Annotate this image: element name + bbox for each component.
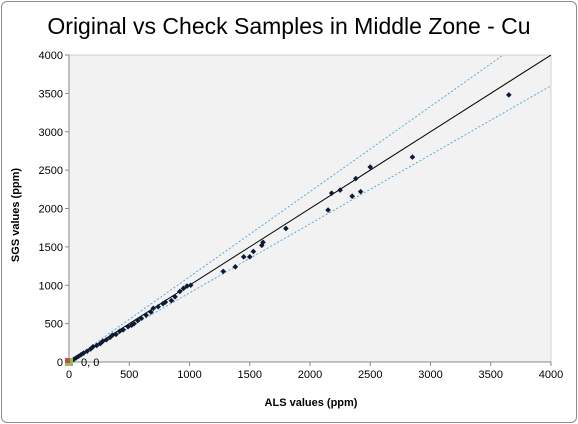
data-point (131, 320, 137, 327)
data-point (325, 207, 331, 213)
y-tick-label: 3500 (39, 88, 63, 100)
data-point (357, 188, 364, 195)
x-tick-label: 0 (66, 369, 72, 381)
data-point (138, 315, 145, 322)
data-point (160, 300, 166, 307)
data-point (352, 175, 359, 182)
data-point (162, 299, 169, 305)
y-axis-ticks: 0 500 1000 1500 2000 2500 3000 3500 4000 (39, 50, 69, 369)
data-point (168, 297, 175, 304)
reference-line-parity (69, 55, 551, 362)
data-point (506, 92, 512, 98)
x-tick-label: 4000 (539, 369, 563, 381)
x-axis-ticks: 0 500 1000 1500 2000 2500 3000 3500 4000 (66, 362, 563, 381)
y-axis-title: SGS values (ppm) (10, 168, 22, 262)
chart-title: Original vs Check Samples in Middle Zone… (47, 13, 530, 39)
y-tick-label: 3000 (39, 127, 63, 139)
reference-line-lower-bound (69, 85, 551, 362)
data-point (250, 248, 257, 255)
y-tick-label: 1000 (39, 280, 63, 292)
data-point (337, 187, 343, 193)
data-point (240, 254, 247, 260)
data-point (409, 154, 416, 160)
data-point (328, 190, 335, 196)
x-tick-label: 3000 (418, 369, 442, 381)
data-point (180, 285, 187, 292)
data-point (128, 322, 135, 328)
data-point (113, 331, 119, 338)
reference-lines (69, 55, 551, 362)
data-point (259, 242, 265, 249)
data-point (143, 312, 149, 318)
reference-line-upper-bound (69, 55, 504, 362)
data-point (367, 164, 374, 170)
data-point (109, 332, 116, 338)
x-tick-label: 2000 (298, 369, 322, 381)
data-point (155, 303, 161, 310)
y-tick-label: 0 (57, 357, 63, 369)
data-point (172, 293, 178, 300)
data-point (87, 346, 94, 352)
data-point (177, 288, 183, 295)
data-point (134, 317, 141, 324)
y-tick-label: 1500 (39, 242, 63, 254)
data-point (220, 268, 227, 275)
origin-marker-group: 0, 0 (65, 357, 99, 369)
data-point (120, 326, 127, 333)
origin-marker (65, 358, 70, 363)
x-tick-label: 500 (120, 369, 138, 381)
data-point (187, 282, 194, 289)
data-point (232, 264, 239, 270)
y-tick-label: 2500 (39, 165, 63, 177)
x-axis-title: ALS values (ppm) (265, 397, 358, 409)
data-point (260, 239, 266, 246)
y-tick-label: 4000 (39, 50, 63, 62)
data-point (283, 225, 289, 232)
data-point (349, 193, 355, 200)
y-tick-label: 500 (45, 319, 63, 331)
data-point (148, 309, 154, 315)
data-point (150, 305, 157, 312)
data-point (246, 254, 253, 260)
x-tick-label: 2500 (358, 369, 382, 381)
x-tick-label: 1000 (177, 369, 201, 381)
data-point (103, 336, 110, 343)
x-tick-label: 3500 (479, 369, 503, 381)
data-point (184, 283, 190, 289)
origin-marker-label: 0, 0 (81, 357, 99, 369)
y-tick-label: 2000 (39, 204, 63, 216)
data-point (84, 348, 90, 355)
x-tick-label: 1500 (238, 369, 262, 381)
